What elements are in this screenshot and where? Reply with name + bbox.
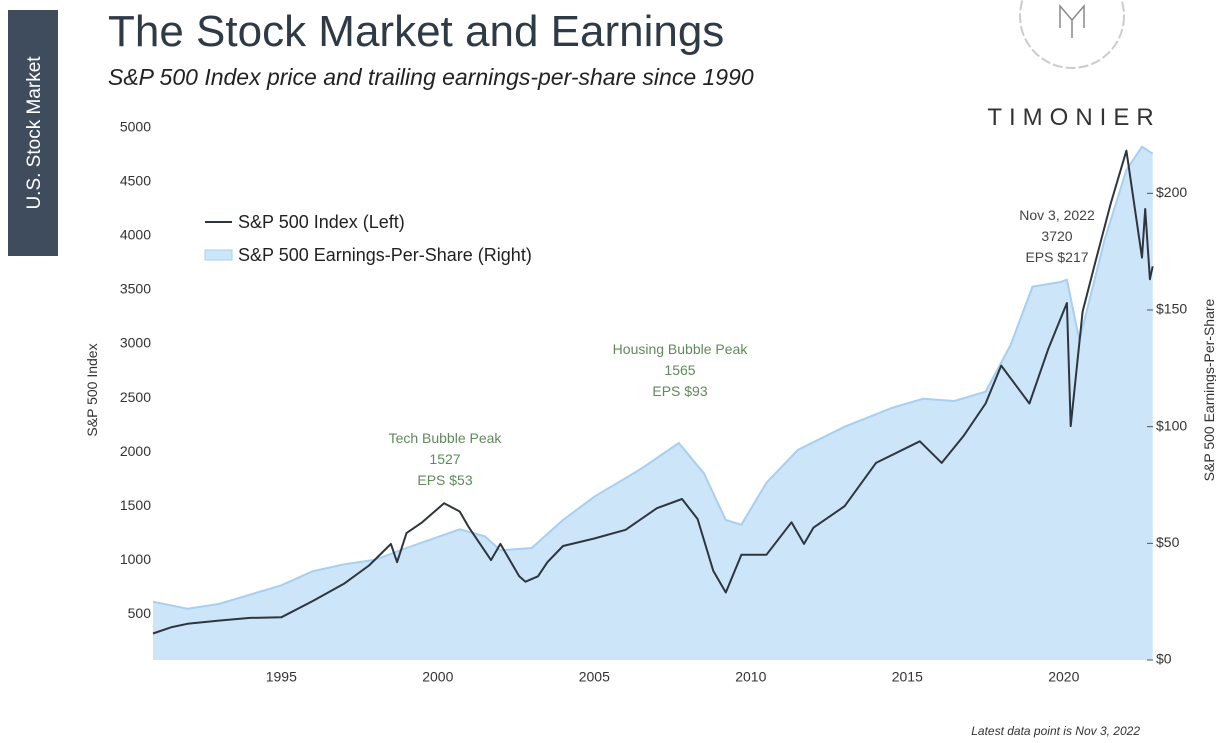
y-tick-label: 4000 [120, 227, 151, 243]
y-tick-label: 4500 [120, 173, 151, 189]
chart-title: The Stock Market and Earnings [108, 7, 724, 56]
y-tick-label: 1500 [120, 497, 151, 513]
y-tick-label: 3000 [120, 335, 151, 351]
y2-tick-label: $150 [1156, 301, 1187, 317]
annotation: Tech Bubble Peak 1527 EPS $53 [389, 430, 503, 488]
eps-edge [152, 145, 1154, 610]
side-tab-label: U.S. Stock Market [24, 56, 45, 210]
logo-text: TIMONIER [987, 104, 1160, 131]
annotation-text: Nov 3, 2022 [1019, 207, 1095, 223]
annotation-text: EPS $53 [417, 472, 472, 488]
side-tab [8, 10, 58, 256]
plot: 500 1000 1500 2000 2500 3000 3500 4000 4500 5000 $… [120, 119, 1188, 685]
x-tick-label: 2005 [579, 669, 610, 685]
x-tick-label: 2015 [892, 669, 923, 685]
annotation-text: Housing Bubble Peak [613, 341, 749, 357]
eps-area [153, 146, 1153, 660]
logo-emblem [1019, 0, 1125, 69]
y-tick-label: 500 [128, 605, 152, 621]
chart-subtitle: S&P 500 Index price and trailing earning… [108, 64, 754, 90]
index-line [152, 149, 1154, 635]
legend-label: S&P 500 Index (Left) [238, 212, 405, 232]
logo-glyph [1059, 3, 1085, 38]
x-tick-label: 2020 [1048, 669, 1079, 685]
y-tick-label: 5000 [120, 119, 151, 135]
annotation-text: Tech Bubble Peak [389, 430, 503, 446]
y2-tick-label: $50 [1156, 534, 1180, 550]
x-tick-label: 2000 [422, 669, 453, 685]
annotation-text: 1565 [664, 362, 695, 378]
annotation-text: 3720 [1041, 228, 1072, 244]
annotation: Nov 3, 2022 3720 EPS $217 [1019, 207, 1095, 265]
y2-tick-label: $200 [1156, 184, 1187, 200]
y-tick-label: 2500 [120, 389, 151, 405]
footnote: Latest data point is Nov 3, 2022 [971, 724, 1140, 738]
y2-tick-label: $0 [1156, 651, 1172, 667]
annotation-text: 1527 [429, 451, 460, 467]
annotation-text: EPS $217 [1025, 249, 1088, 265]
logo-ring [1019, 0, 1125, 69]
y-tick-label: 1000 [120, 551, 151, 567]
y2-axis-label: S&P 500 Earnings-Per-Share [1201, 298, 1216, 481]
x-tick-label: 1995 [266, 669, 297, 685]
annotation: Housing Bubble Peak 1565 EPS $93 [613, 341, 749, 399]
y-tick-label: 2000 [120, 443, 151, 459]
legend-label: S&P 500 Earnings-Per-Share (Right) [238, 245, 532, 265]
x-tick-label: 2010 [735, 669, 766, 685]
annotation-text: EPS $93 [652, 383, 707, 399]
legend-swatch [204, 249, 233, 261]
y-tick-label: 3500 [120, 281, 151, 297]
y2-tick-label: $100 [1156, 417, 1187, 433]
y-axis-label: S&P 500 Index [84, 343, 100, 436]
